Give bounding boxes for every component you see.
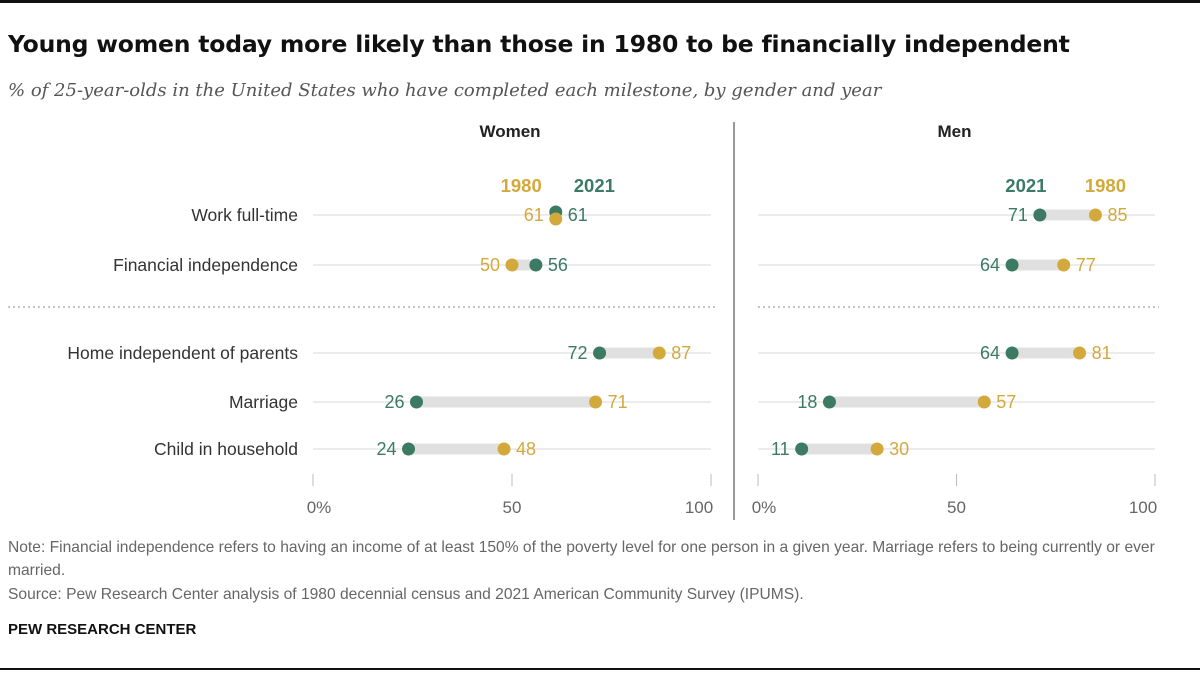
- women-dot-2021: [402, 442, 416, 456]
- men-value-label-1980: 77: [1076, 255, 1096, 275]
- men-dot-2021: [1033, 208, 1047, 222]
- men-value-label-2021: 18: [797, 392, 817, 412]
- men-dot-2021: [1005, 346, 1019, 360]
- women-legend-1980: 1980: [501, 175, 542, 196]
- dot-plot-chart: Women 0% 50 100 Work full-time 61 61 Financial …: [8, 122, 1159, 520]
- men-dot-2021: [795, 442, 809, 456]
- credit-label: PEW RESEARCH CENTER: [8, 621, 197, 638]
- men-tick-label: 100: [1129, 498, 1157, 517]
- chart-title: Young women today more likely than those…: [8, 30, 1070, 58]
- women-value-label-2021: 56: [548, 255, 568, 275]
- category-label: Work full-time: [191, 205, 298, 225]
- category-label: Child in household: [154, 439, 298, 459]
- category-label: Financial independence: [113, 255, 298, 275]
- men-tick-label: 0%: [752, 498, 777, 517]
- men-value-label-2021: 64: [980, 255, 1000, 275]
- women-dot-1980: [549, 212, 563, 226]
- men-dot-1980: [1088, 208, 1102, 222]
- men-value-label-1980: 85: [1107, 205, 1127, 225]
- men-dot-1980: [977, 395, 991, 409]
- women-value-label-1980: 48: [516, 439, 536, 459]
- women-tick-label: 50: [503, 498, 522, 517]
- men-value-label-1980: 30: [889, 439, 909, 459]
- women-dot-1980: [497, 442, 511, 456]
- women-dot-2021: [593, 346, 607, 360]
- women-panel-title: Women: [479, 122, 540, 141]
- men-dot-1980: [1057, 258, 1071, 272]
- men-value-label-1980: 57: [996, 392, 1016, 412]
- men-dot-2021: [1005, 258, 1019, 272]
- chart-source: Source: Pew Research Center analysis of …: [8, 586, 804, 603]
- men-tick-label: 50: [947, 498, 966, 517]
- women-value-label-2021: 24: [376, 439, 396, 459]
- women-dot-2021: [409, 395, 423, 409]
- category-label: Marriage: [229, 392, 298, 412]
- men-dot-2021: [822, 395, 836, 409]
- men-legend-2021: 2021: [1005, 175, 1046, 196]
- women-value-label-1980: 87: [671, 343, 691, 363]
- women-tick-label: 100: [685, 498, 713, 517]
- men-value-label-2021: 11: [771, 439, 790, 459]
- women-value-label-2021: 72: [568, 343, 588, 363]
- women-value-label-2021: 61: [568, 205, 588, 225]
- chart-note: Note: Financial independence refers to h…: [8, 539, 1155, 579]
- women-dot-2021: [529, 258, 543, 272]
- women-dot-1980: [505, 258, 519, 272]
- category-label: Home independent of parents: [67, 343, 298, 363]
- top-rule: [0, 0, 1200, 3]
- men-dot-1980: [1073, 346, 1087, 360]
- women-value-label-2021: 26: [384, 392, 404, 412]
- women-legend-2021: 2021: [574, 175, 615, 196]
- women-value-label-1980: 71: [608, 392, 628, 412]
- men-value-label-2021: 64: [980, 343, 1000, 363]
- women-tick-label: 0%: [307, 498, 332, 517]
- women-value-label-1980: 50: [480, 255, 500, 275]
- men-value-label-2021: 71: [1008, 205, 1028, 225]
- women-value-label-1980: 61: [524, 205, 544, 225]
- bottom-rule: [0, 668, 1200, 670]
- women-dot-1980: [589, 395, 603, 409]
- men-legend-1980: 1980: [1085, 175, 1126, 196]
- chart-subtitle: % of 25-year-olds in the United States w…: [8, 80, 882, 101]
- men-value-label-1980: 81: [1092, 343, 1112, 363]
- men-dot-1980: [870, 442, 884, 456]
- women-dot-1980: [652, 346, 666, 360]
- men-panel-title: Men: [938, 122, 972, 141]
